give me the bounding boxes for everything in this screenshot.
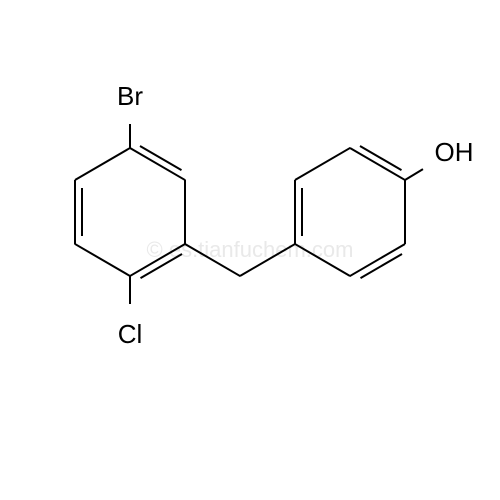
bond-A6-Cl	[129, 276, 131, 304]
bond-B5-B6-outer	[350, 243, 406, 277]
bond-A1-A2-outer	[74, 180, 76, 244]
bond-A2-A3	[74, 147, 130, 181]
bond-A3-A4-outer	[129, 147, 185, 181]
bond-B3-B4-outer	[349, 147, 405, 181]
atom-label-cl: Cl	[118, 321, 143, 347]
bond-B4-OH	[404, 168, 423, 180]
bond-A1-A2-inner	[81, 188, 83, 236]
bond-B2-B3	[294, 147, 350, 181]
bond-B1-B2-outer	[294, 180, 296, 244]
bond-A3-Br	[129, 124, 131, 148]
chemical-structure-canvas: © es.tianfuchem.com BrClOH	[0, 0, 500, 500]
atom-label-br: Br	[117, 83, 143, 109]
bond-B4-B5	[404, 180, 406, 244]
atom-label-oh: OH	[435, 139, 474, 165]
bond-A4-A5	[184, 180, 186, 244]
bond-B1-B2-inner	[301, 188, 303, 236]
bond-A6-A1	[75, 243, 131, 277]
